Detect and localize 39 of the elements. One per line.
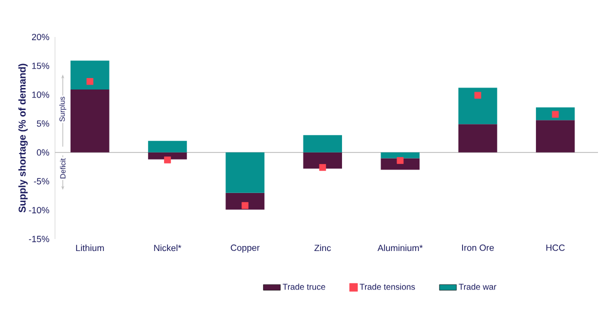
- point: [242, 202, 248, 209]
- point: [86, 78, 94, 85]
- bar: [380, 158, 420, 170]
- x-tick-label: Iron Ore: [462, 244, 494, 251]
- y-tick-label: 5%: [36, 120, 50, 127]
- point: [552, 110, 559, 118]
- y-tick-label: 15%: [32, 62, 50, 70]
- bar: [148, 152, 187, 160]
- bar: [70, 60, 110, 90]
- point: [396, 157, 404, 164]
- y-tick-label: 10%: [32, 92, 50, 98]
- x-tick-label: Copper: [230, 244, 260, 253]
- bar: [70, 90, 110, 152]
- y-tick-label: 20%: [32, 34, 50, 40]
- point: [319, 164, 326, 171]
- bar: [226, 152, 264, 193]
- x-tick-label: Lithium: [76, 244, 104, 252]
- y-tick-label: -15%: [28, 236, 50, 242]
- x-tick-label: Aluminium*: [378, 244, 423, 252]
- x-tick-label: Zinc: [314, 244, 331, 252]
- x-tick-label: HCC: [546, 244, 565, 251]
- y-tick-label: 0%: [36, 149, 50, 156]
- legend-label: Trade war: [458, 284, 496, 290]
- bar: [303, 135, 342, 152]
- point: [474, 92, 482, 99]
- bar: [303, 152, 342, 169]
- bar: [148, 140, 187, 152]
- bar: [380, 152, 420, 158]
- legend-label: Trade truce: [282, 284, 326, 290]
- y-tick-label: -10%: [28, 206, 50, 214]
- bar: [458, 88, 498, 124]
- bar: [536, 120, 575, 152]
- y-axis-title: Supply shortage (% of demand): [18, 64, 28, 212]
- legend-label: Trade tensions: [360, 284, 415, 290]
- point: [164, 156, 171, 164]
- bar: [226, 192, 264, 210]
- x-tick-label: Nickel*: [154, 244, 182, 252]
- y-tick-label: -5%: [34, 178, 50, 184]
- bar: [458, 124, 498, 152]
